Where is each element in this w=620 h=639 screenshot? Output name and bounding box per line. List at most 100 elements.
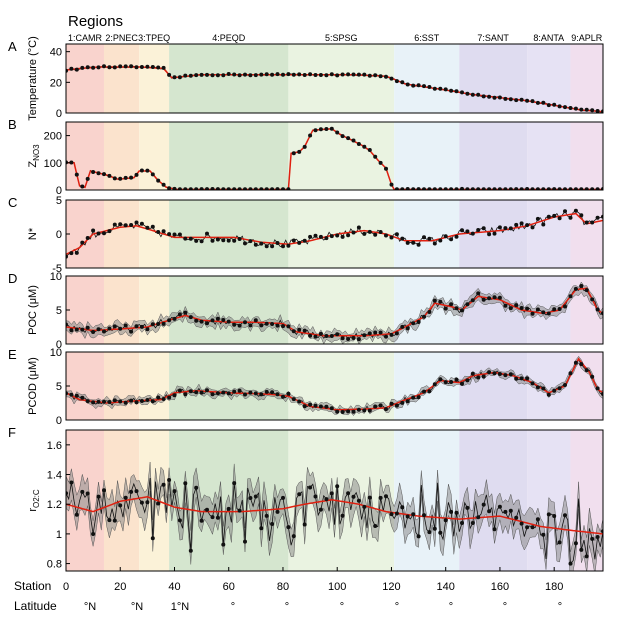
data-point	[449, 302, 454, 307]
data-point	[150, 399, 155, 404]
data-point	[102, 231, 106, 236]
data-point	[595, 535, 600, 539]
data-point	[427, 187, 432, 190]
data-point	[318, 507, 323, 512]
data-point	[394, 331, 399, 336]
data-point	[199, 72, 204, 77]
data-point	[546, 214, 551, 219]
data-point	[552, 514, 557, 518]
latitude-mark: °	[231, 601, 235, 613]
data-point	[313, 233, 318, 238]
data-point	[156, 65, 161, 70]
data-point	[400, 187, 405, 190]
data-point	[286, 243, 291, 248]
data-point	[161, 65, 166, 70]
data-point	[243, 187, 247, 190]
data-point	[557, 216, 562, 221]
data-point	[139, 399, 144, 403]
data-point	[232, 238, 237, 243]
data-point	[302, 238, 307, 243]
data-point	[378, 230, 383, 234]
region-label: 9:APLR	[571, 33, 603, 43]
data-point	[546, 392, 551, 397]
data-point	[563, 304, 567, 309]
data-point	[161, 321, 166, 326]
data-point	[264, 389, 269, 394]
data-point	[584, 554, 589, 559]
data-point	[118, 326, 123, 331]
data-point	[74, 512, 79, 517]
data-point	[394, 403, 399, 408]
y-tick-label: 0	[56, 108, 62, 120]
region-label: 7:SANT	[477, 33, 509, 43]
data-point	[134, 220, 139, 225]
data-point	[275, 392, 280, 397]
panel-b: 0 100 200 B ZNO3	[8, 117, 604, 197]
data-point	[449, 509, 454, 514]
data-point	[422, 513, 426, 518]
data-point	[199, 239, 204, 244]
data-point	[416, 320, 421, 324]
data-point	[579, 213, 584, 218]
data-point	[308, 485, 313, 490]
data-point	[74, 67, 79, 72]
panel-letter: A	[8, 39, 17, 54]
region-label: 1:CAMR	[68, 33, 103, 43]
data-point	[373, 154, 378, 159]
region-band	[139, 276, 170, 344]
data-layer	[66, 208, 603, 259]
data-point	[281, 72, 285, 77]
region-band	[394, 200, 460, 268]
data-point	[389, 401, 394, 406]
region-band	[394, 44, 460, 113]
data-point	[367, 331, 372, 336]
data-point	[519, 97, 524, 102]
data-point	[85, 236, 90, 240]
data-point	[156, 395, 161, 400]
data-point	[275, 509, 280, 514]
data-point	[573, 187, 578, 190]
data-point	[118, 503, 123, 508]
data-point	[449, 88, 454, 93]
data-point	[107, 400, 112, 404]
data-point	[465, 378, 470, 383]
y-tick-label: 1	[56, 529, 62, 541]
data-point	[91, 170, 96, 174]
data-point	[454, 377, 459, 382]
data-point	[367, 495, 372, 500]
data-point	[514, 222, 519, 227]
data-point	[107, 173, 112, 178]
data-point	[183, 236, 188, 241]
data-point	[373, 330, 378, 335]
data-point	[74, 250, 79, 255]
data-point	[416, 83, 421, 88]
data-point	[145, 327, 150, 332]
data-point	[139, 324, 144, 329]
data-point	[400, 324, 405, 329]
data-point	[416, 395, 421, 400]
data-point	[226, 391, 231, 396]
data-point	[297, 240, 302, 245]
data-point	[590, 108, 595, 113]
data-point	[503, 226, 508, 231]
data-point	[416, 242, 421, 247]
data-point	[530, 311, 535, 316]
data-point	[573, 286, 578, 291]
data-point	[503, 96, 508, 101]
data-point	[243, 539, 247, 544]
data-point	[481, 187, 486, 190]
data-point	[481, 374, 486, 379]
y-axis-label: PCOD (μM)	[27, 357, 39, 415]
data-point	[460, 521, 464, 525]
data-point	[85, 491, 90, 496]
region-band	[459, 352, 528, 420]
data-point	[199, 518, 204, 523]
region-band	[66, 352, 104, 420]
data-point	[302, 522, 307, 527]
data-point	[535, 517, 540, 522]
data-point	[481, 502, 486, 507]
data-point	[194, 390, 199, 395]
data-point	[80, 395, 85, 400]
data-point	[481, 297, 486, 302]
data-point	[389, 512, 394, 517]
